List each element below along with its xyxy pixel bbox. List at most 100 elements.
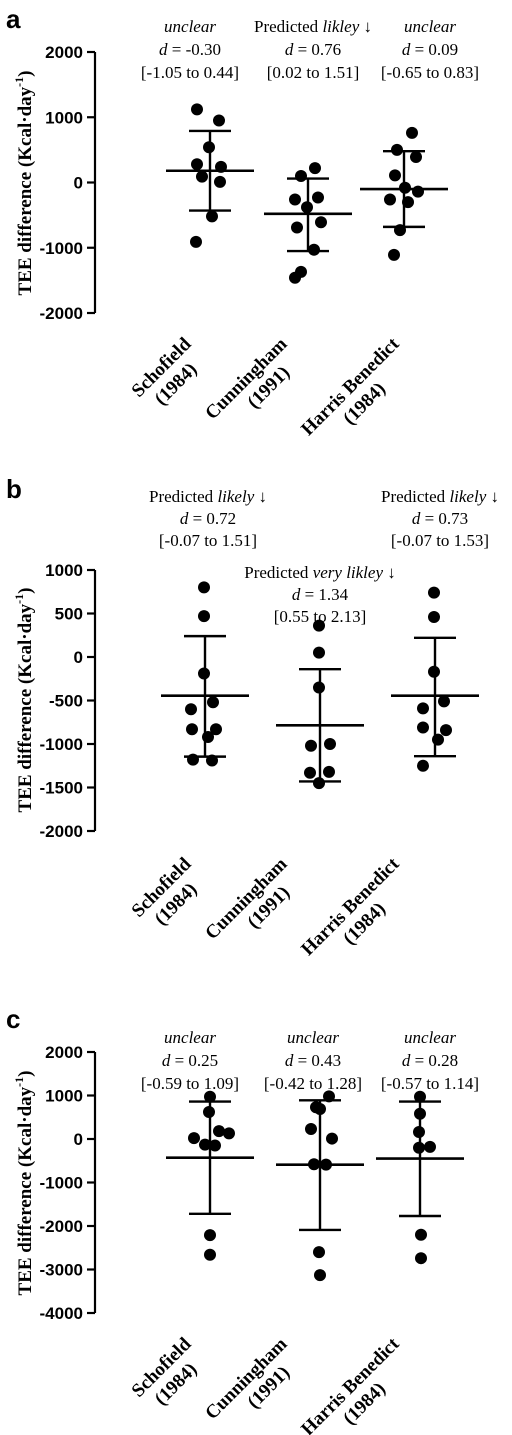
annotation-line: Predicted likely ↓ [149, 487, 267, 506]
y-axis-label: TEE difference (Kcal·day-1) [12, 1071, 36, 1296]
annotation-italic: likley [322, 17, 359, 36]
data-point [324, 738, 336, 750]
y-tick-label: 2000 [45, 43, 83, 62]
group-1: unclear d = -0.30 [-1.05 to 0.44] [141, 17, 254, 248]
annotation-text: [-1.05 to 0.44] [141, 63, 239, 82]
annotation-italic: unclear [287, 1028, 339, 1047]
data-point [402, 196, 414, 209]
annotation-text: ↓ [254, 487, 267, 506]
data-point [313, 1246, 325, 1259]
data-point [313, 619, 325, 632]
annotation-line: [-0.57 to 1.14] [381, 1074, 479, 1093]
y-tick-label: -4000 [40, 1304, 83, 1323]
annotation-text: [-0.07 to 1.53] [391, 531, 489, 550]
group-2: unclear d = 0.43 [-0.42 to 1.28] [264, 1028, 364, 1282]
data-point [315, 216, 327, 229]
annotation-text: [-0.65 to 0.83] [381, 63, 479, 82]
group-1: unclear d = 0.25 [-0.59 to 1.09] [141, 1028, 254, 1261]
data-point [313, 777, 325, 790]
data-point [304, 766, 316, 779]
data-point [191, 103, 203, 116]
annotation-text: [0.55 to 2.13] [274, 607, 367, 626]
data-point [417, 702, 429, 715]
annotation-italic: unclear [164, 1028, 216, 1047]
annotation-text: = 0.25 [170, 1051, 218, 1070]
annotation-line: unclear [404, 17, 456, 36]
data-point [313, 681, 325, 694]
annotation-italic: d [285, 1051, 294, 1070]
data-point [214, 175, 226, 188]
data-point [206, 210, 218, 223]
data-point [213, 114, 225, 127]
annotation-text: Predicted [381, 487, 449, 506]
data-point [388, 248, 400, 261]
annotation-text: = -0.30 [168, 40, 222, 59]
panel-letter: c [6, 1004, 20, 1034]
group-3: unclear d = 0.09 [-0.65 to 0.83] [360, 17, 479, 261]
data-point [198, 581, 210, 594]
data-point [188, 1132, 200, 1145]
annotation-italic: likely [217, 487, 254, 506]
data-point [415, 1252, 427, 1265]
data-point [289, 271, 301, 284]
y-axis-label-text: TEE difference (Kcal·day [15, 603, 36, 812]
annotation-line: [-0.59 to 1.09] [141, 1074, 239, 1093]
data-point [308, 1158, 320, 1171]
y-tick-label: -3000 [40, 1261, 83, 1280]
data-point [202, 731, 214, 744]
data-point [198, 610, 210, 623]
category-label: Harris Benedict(1984) [297, 1333, 419, 1435]
y-axis-label-close: ) [15, 1071, 36, 1077]
category-label: Harris Benedict(1984) [297, 853, 419, 975]
annotation-line: [-0.07 to 1.51] [159, 531, 257, 550]
y-tick-label: 0 [74, 1130, 83, 1149]
annotation-line: [0.55 to 2.13] [274, 607, 367, 626]
data-point [309, 162, 321, 175]
y-tick-label: -1500 [40, 779, 83, 798]
data-point [432, 733, 444, 746]
y-tick-label: -2000 [40, 304, 83, 323]
y-axis-label: TEE difference (Kcal·day-1) [12, 71, 36, 296]
data-point [438, 695, 450, 708]
annotation-text: = 0.28 [410, 1051, 458, 1070]
data-point [406, 126, 418, 139]
y-tick-label: 1000 [45, 561, 83, 580]
data-point [206, 754, 218, 767]
data-point [190, 235, 202, 248]
data-point [414, 1107, 426, 1120]
data-point [313, 646, 325, 659]
annotation-italic: d [159, 40, 168, 59]
y-tick-label: -2000 [40, 1217, 83, 1236]
data-point [223, 1127, 235, 1140]
annotation-line: d = 0.72 [180, 509, 236, 528]
data-point [191, 158, 203, 171]
data-point [209, 1139, 221, 1152]
category-label: Schofield(1984) [128, 333, 212, 417]
annotation-line: d = 0.09 [402, 40, 458, 59]
annotation-line: [-1.05 to 0.44] [141, 63, 239, 82]
data-point [323, 765, 335, 778]
y-tick-label: 0 [74, 648, 83, 667]
category-label: Harris Benedict(1984) [297, 333, 419, 455]
y-tick-label: 1000 [45, 108, 83, 127]
data-point [394, 224, 406, 237]
data-point [314, 1269, 326, 1282]
group-2: Predicted very likley ↓ d = 1.34 [0.55 to … [244, 563, 396, 790]
data-point [198, 667, 210, 680]
annotation-line: d = -0.30 [159, 40, 221, 59]
annotation-text: = 0.43 [293, 1051, 341, 1070]
annotation-line: [0.02 to 1.51] [267, 63, 360, 82]
y-axis-label-text: TEE difference (Kcal·day [15, 1086, 36, 1295]
data-point [204, 1090, 216, 1103]
y-tick-label: -1000 [40, 735, 83, 754]
annotation-line: d = 0.73 [412, 509, 468, 528]
annotation-text: ↓ [383, 563, 396, 582]
annotation-text: Predicted [244, 563, 312, 582]
data-point [196, 170, 208, 183]
annotation-text: [0.02 to 1.51] [267, 63, 360, 82]
annotation-line: d = 0.25 [162, 1051, 218, 1070]
data-point [417, 759, 429, 772]
annotation-line: unclear [287, 1028, 339, 1047]
